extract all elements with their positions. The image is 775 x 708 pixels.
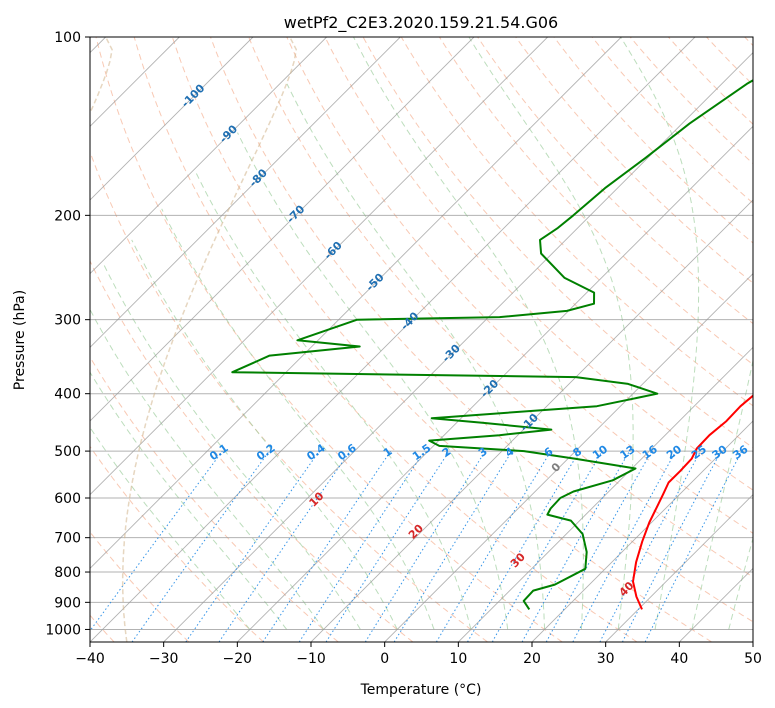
- y-tick-label: 900: [54, 595, 81, 611]
- temperature-profile-line: [632, 394, 753, 610]
- isotherm-line: [531, 420, 753, 642]
- moist-adiabat: [353, 37, 584, 630]
- mixing-ratio-line: [572, 450, 677, 642]
- mixing-ratio-line: [644, 450, 743, 642]
- isotherm-line: [384, 273, 753, 642]
- mixing-ratio-line: [218, 450, 351, 642]
- x-axis-title: Temperature (°C): [360, 682, 482, 698]
- reference-curve: [121, 37, 298, 642]
- isotherm-line: [90, 37, 548, 496]
- x-tick-label: 0: [380, 651, 389, 667]
- dry-adiabat: [286, 37, 753, 534]
- x-tick-label: −10: [296, 651, 326, 667]
- y-tick-label: 500: [54, 444, 81, 460]
- dry-adiabat: [90, 445, 264, 642]
- moist-adiabat: [90, 426, 251, 630]
- dewpoint-profile-line: [231, 79, 753, 610]
- mixing-ratio-line: [325, 450, 450, 642]
- y-tick-label: 800: [54, 565, 81, 581]
- mixing-ratio-line: [131, 450, 270, 642]
- x-tick-label: −20: [223, 651, 253, 667]
- isotherm-line: [90, 37, 622, 569]
- mixing-ratio-line: [545, 450, 653, 642]
- mixing-ratio-line: [393, 450, 513, 642]
- moist-adiabat: [468, 37, 634, 630]
- mixing-ratio-line: [262, 450, 392, 642]
- moist-adiabat: [620, 37, 700, 630]
- isotherm-line: [90, 37, 254, 201]
- y-tick-label: 200: [54, 208, 81, 224]
- x-tick-label: 50: [744, 651, 762, 667]
- moist-adiabat: [728, 536, 753, 630]
- x-tick-label: −30: [149, 651, 179, 667]
- moist-adiabat: [102, 262, 361, 630]
- dry-adiabat: [90, 356, 339, 642]
- x-tick-label: 30: [597, 651, 615, 667]
- mixing-ratio-line: [521, 450, 630, 642]
- isotherm-line: [90, 37, 696, 642]
- isotherm-line: [605, 494, 753, 642]
- y-tick-label: 1000: [45, 622, 81, 638]
- x-tick-label: −40: [75, 651, 105, 667]
- isotherm-line: [310, 199, 753, 642]
- dry-adiabat: [515, 37, 753, 284]
- dry-adiabat: [248, 37, 753, 578]
- x-tick-label: 10: [449, 651, 467, 667]
- mixing-ratio-line: [185, 450, 320, 642]
- mixing-ratio-line: [298, 450, 425, 642]
- dry-adiabat: [171, 37, 712, 642]
- plot-frame: [89, 36, 754, 643]
- dry-adiabat: [90, 259, 414, 642]
- y-tick-label: 700: [54, 531, 81, 547]
- isotherm-line: [90, 37, 327, 275]
- isotherm-line: [458, 346, 753, 642]
- mixing-ratio-line: [90, 450, 223, 632]
- isotherm-line: [163, 52, 753, 642]
- isotherm-line: [90, 37, 401, 348]
- moist-adiabat: [161, 208, 435, 630]
- isotherm-line: [90, 37, 475, 422]
- moist-adiabat: [237, 132, 509, 630]
- axes: −40 −30 −20 −10 0 10 20 30 40 50 100 200 300 400 500 60…: [45, 30, 762, 667]
- chart-title: wetPf2_C2E3.2020.159.21.54.G06: [284, 13, 558, 33]
- dry-adiabat: [95, 37, 563, 642]
- isotherm-line: [237, 125, 753, 642]
- dry-adiabat: [210, 37, 753, 623]
- plot-area: -100-90-80-70-60-50-40-30-20-10010203040…: [90, 37, 753, 642]
- x-tick-label: 40: [670, 651, 688, 667]
- moist-adiabat: [195, 173, 472, 630]
- moist-adiabat: [90, 308, 324, 630]
- y-axis-title: Pressure (hPa): [12, 290, 28, 390]
- dry-adiabat: [324, 37, 753, 491]
- moist-adiabat: [691, 358, 753, 630]
- dry-adiabat: [133, 37, 638, 642]
- y-tick-label: 100: [54, 30, 81, 46]
- y-tick-label: 600: [54, 491, 81, 507]
- y-tick-label: 300: [54, 313, 81, 329]
- x-tick-label: 20: [523, 651, 541, 667]
- y-tick-label: 400: [54, 387, 81, 403]
- moist-adiabat: [90, 371, 288, 630]
